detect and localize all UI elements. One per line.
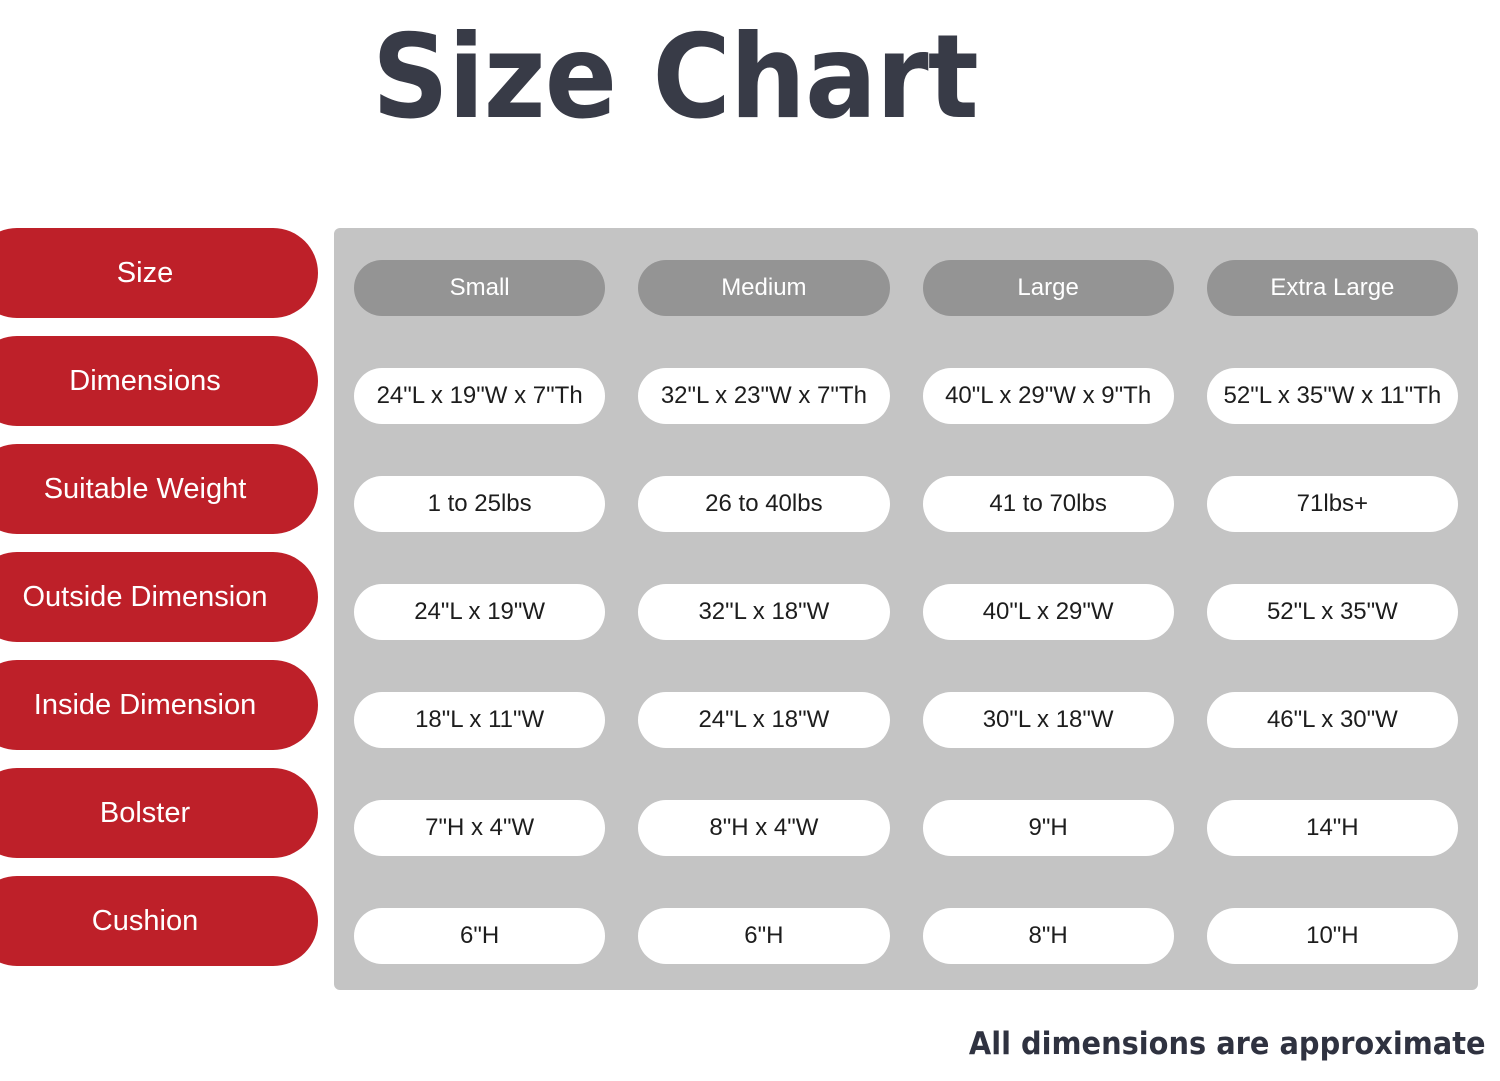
cell-text: 71lbs+ <box>1296 490 1369 517</box>
row-label-text: Bolster <box>99 796 191 829</box>
table-cell: 7"H x 4"W <box>354 800 606 856</box>
table-cell: 40"L x 29"W x 9"Th <box>922 368 1174 424</box>
cell-text: 24"L x 19"W <box>414 598 546 625</box>
column-header-medium: Medium <box>638 260 890 316</box>
row-label-bolster: Bolster <box>0 768 318 858</box>
table-cell: 46"L x 30"W <box>1206 692 1458 748</box>
table-row: 24"L x 19"W x 7"Th 32"L x 23"W x 7"Th 40… <box>354 368 1458 424</box>
table-cell: 8"H x 4"W <box>638 800 890 856</box>
table-cell: 18"L x 11"W <box>354 692 606 748</box>
table-row: 24"L x 19"W 32"L x 18"W 40"L x 29"W 52"L… <box>354 584 1458 640</box>
table-cell: 24"L x 18"W <box>638 692 890 748</box>
cell-text: 14"H <box>1306 814 1359 841</box>
row-label-inside-dimension: Inside Dimension <box>0 660 318 750</box>
column-header-small: Small <box>354 260 606 316</box>
cell-text: 8"H <box>1028 922 1068 949</box>
page-title: Size Chart <box>372 10 979 145</box>
cell-text: 52"L x 35"W x 11"Th <box>1223 382 1442 409</box>
cell-text: 7"H x 4"W <box>425 814 535 841</box>
row-label-cushion: Cushion <box>0 876 318 966</box>
table-row: 1 to 25lbs 26 to 40lbs 41 to 70lbs 71lbs… <box>354 476 1458 532</box>
cell-text: 32"L x 18"W <box>698 598 830 625</box>
table-cell: 71lbs+ <box>1206 476 1458 532</box>
table-row: 6"H 6"H 8"H 10"H <box>354 908 1458 964</box>
cell-text: 30"L x 18"W <box>982 706 1114 733</box>
column-header-text: Extra Large <box>1270 274 1395 301</box>
table-row: 18"L x 11"W 24"L x 18"W 30"L x 18"W 46"L… <box>354 692 1458 748</box>
table-header-row: Small Medium Large Extra Large <box>354 260 1458 316</box>
row-label-text: Cushion <box>91 904 199 937</box>
row-label-text: Dimensions <box>69 364 221 397</box>
table-cell: 24"L x 19"W <box>354 584 606 640</box>
row-label-text: Suitable Weight <box>43 472 247 505</box>
column-header-extra-large: Extra Large <box>1206 260 1458 316</box>
table-cell: 32"L x 23"W x 7"Th <box>638 368 890 424</box>
cell-text: 10"H <box>1306 922 1359 949</box>
table-cell: 30"L x 18"W <box>922 692 1174 748</box>
row-label-dimensions: Dimensions <box>0 336 318 426</box>
cell-text: 18"L x 11"W <box>415 706 545 733</box>
table-cell: 40"L x 29"W <box>922 584 1174 640</box>
table-cell: 52"L x 35"W x 11"Th <box>1206 368 1458 424</box>
cell-text: 8"H x 4"W <box>709 814 819 841</box>
column-header-text: Medium <box>721 274 807 301</box>
size-table-panel: Small Medium Large Extra Large 24"L x 19… <box>334 228 1478 990</box>
table-row: 7"H x 4"W 8"H x 4"W 9"H 14"H <box>354 800 1458 856</box>
table-cell: 1 to 25lbs <box>354 476 606 532</box>
row-label-text: Size <box>116 256 174 289</box>
cell-text: 26 to 40lbs <box>705 490 823 517</box>
table-cell: 9"H <box>922 800 1174 856</box>
table-cell: 41 to 70lbs <box>922 476 1174 532</box>
table-cell: 32"L x 18"W <box>638 584 890 640</box>
table-cell: 14"H <box>1206 800 1458 856</box>
table-cell: 8"H <box>922 908 1174 964</box>
row-label-size: Size <box>0 228 318 318</box>
cell-text: 40"L x 29"W x 9"Th <box>945 382 1152 409</box>
table-cell: 10"H <box>1206 908 1458 964</box>
column-header-text: Large <box>1017 274 1079 301</box>
row-label-text: Outside Dimension <box>22 580 268 613</box>
row-label-suitable-weight: Suitable Weight <box>0 444 318 534</box>
cell-text: 41 to 70lbs <box>989 490 1107 517</box>
table-cell: 24"L x 19"W x 7"Th <box>354 368 606 424</box>
column-header-text: Small <box>449 274 510 301</box>
cell-text: 24"L x 19"W x 7"Th <box>376 382 583 409</box>
cell-text: 52"L x 35"W <box>1266 598 1398 625</box>
cell-text: 6"H <box>460 922 500 949</box>
cell-text: 9"H <box>1028 814 1068 841</box>
table-cell: 52"L x 35"W <box>1206 584 1458 640</box>
table-cell: 6"H <box>638 908 890 964</box>
cell-text: 32"L x 23"W x 7"Th <box>660 382 867 409</box>
row-label-column: Size Dimensions Suitable Weight Outside … <box>0 228 318 990</box>
column-header-large: Large <box>922 260 1174 316</box>
cell-text: 24"L x 18"W <box>698 706 830 733</box>
cell-text: 6"H <box>744 922 784 949</box>
cell-text: 40"L x 29"W <box>982 598 1114 625</box>
approximate-note: All dimensions are approximate <box>969 1026 1486 1062</box>
table-cell: 26 to 40lbs <box>638 476 890 532</box>
table-cell: 6"H <box>354 908 606 964</box>
row-label-outside-dimension: Outside Dimension <box>0 552 318 642</box>
row-label-text: Inside Dimension <box>33 688 257 721</box>
cell-text: 1 to 25lbs <box>427 490 532 517</box>
cell-text: 46"L x 30"W <box>1266 706 1398 733</box>
